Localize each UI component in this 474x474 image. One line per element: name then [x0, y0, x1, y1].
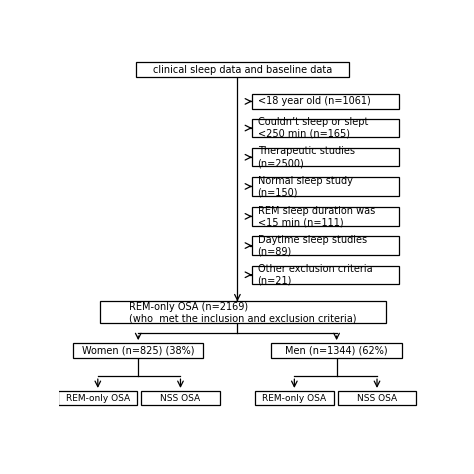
Text: clinical sleep data and baseline data: clinical sleep data and baseline data [153, 64, 333, 74]
Text: NSS OSA: NSS OSA [357, 393, 397, 402]
Text: REM sleep duration was
<15 min (n=111): REM sleep duration was <15 min (n=111) [257, 206, 375, 227]
FancyBboxPatch shape [252, 207, 399, 226]
Text: Women (n=825) (38%): Women (n=825) (38%) [82, 346, 194, 356]
FancyBboxPatch shape [252, 177, 399, 196]
Text: Normal sleep study
(n=150): Normal sleep study (n=150) [257, 176, 353, 197]
FancyBboxPatch shape [252, 265, 399, 284]
FancyBboxPatch shape [255, 391, 334, 405]
FancyBboxPatch shape [73, 343, 203, 358]
Text: Therapeutic studies
(n=2500): Therapeutic studies (n=2500) [257, 146, 355, 168]
FancyBboxPatch shape [252, 94, 399, 109]
Text: REM-only OSA: REM-only OSA [262, 393, 327, 402]
FancyBboxPatch shape [137, 62, 349, 77]
Text: <18 year old (n=1061): <18 year old (n=1061) [257, 96, 370, 106]
Text: REM-only OSA (n=2169)
(who  met the inclusion and exclusion criteria): REM-only OSA (n=2169) (who met the inclu… [129, 301, 356, 323]
FancyBboxPatch shape [100, 301, 386, 323]
Text: REM-only OSA: REM-only OSA [66, 393, 130, 402]
FancyBboxPatch shape [58, 391, 137, 405]
FancyBboxPatch shape [272, 343, 402, 358]
Text: Couldn’t sleep or slept
<250 min (n=165): Couldn’t sleep or slept <250 min (n=165) [257, 117, 368, 139]
FancyBboxPatch shape [252, 148, 399, 166]
FancyBboxPatch shape [252, 237, 399, 255]
Text: Other exclusion criteria
(n=21): Other exclusion criteria (n=21) [257, 264, 372, 285]
Text: Men (n=1344) (62%): Men (n=1344) (62%) [285, 346, 388, 356]
Text: NSS OSA: NSS OSA [160, 393, 201, 402]
FancyBboxPatch shape [141, 391, 220, 405]
FancyBboxPatch shape [252, 119, 399, 137]
FancyBboxPatch shape [337, 391, 417, 405]
Text: Daytime sleep studies
(n=89): Daytime sleep studies (n=89) [257, 235, 367, 256]
